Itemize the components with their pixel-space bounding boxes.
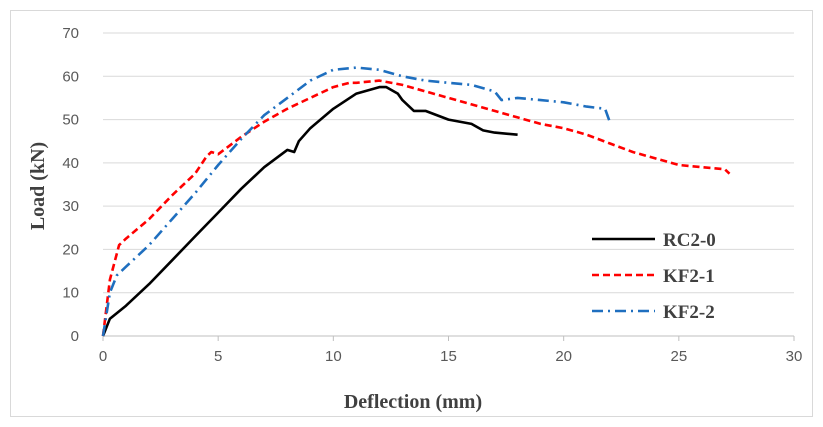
- legend-label: KF2-2: [663, 302, 715, 323]
- y-axis-title: Load (kN): [27, 142, 49, 230]
- y-tick-label: 60: [62, 68, 79, 85]
- tick-labels: 0 10 20 30 40 50 60 70 0 5 10 15 20 25 30: [62, 25, 802, 365]
- y-tick-label: 20: [62, 241, 79, 258]
- series-line-kf2-2: [101, 66, 611, 337]
- chart-border: [10, 10, 813, 417]
- legend-label: RC2-0: [663, 230, 716, 251]
- x-tick-label: 5: [214, 348, 222, 365]
- x-tick-label: 20: [555, 348, 572, 365]
- y-tick-label: 0: [71, 328, 79, 345]
- legend: RC2-0 KF2-1 KF2-2: [592, 230, 716, 323]
- y-tick-label: 50: [62, 112, 79, 129]
- x-tick-label: 10: [325, 348, 342, 365]
- y-tick-label: 10: [62, 285, 79, 302]
- plot-area: [101, 66, 731, 337]
- x-tick-label: 25: [670, 348, 687, 365]
- legend-label: KF2-1: [663, 266, 715, 287]
- series-line-rc2-0: [101, 85, 518, 337]
- x-tick-label: 30: [786, 348, 803, 365]
- y-tick-label: 30: [62, 198, 79, 215]
- y-tick-label: 40: [62, 155, 79, 172]
- axes: [102, 335, 795, 341]
- y-tick-label: 70: [62, 25, 79, 42]
- series-line-kf2-1: [101, 79, 731, 337]
- x-tick-label: 0: [99, 348, 107, 365]
- x-tick-label: 15: [440, 348, 457, 365]
- x-axis-title: Deflection (mm): [344, 391, 482, 413]
